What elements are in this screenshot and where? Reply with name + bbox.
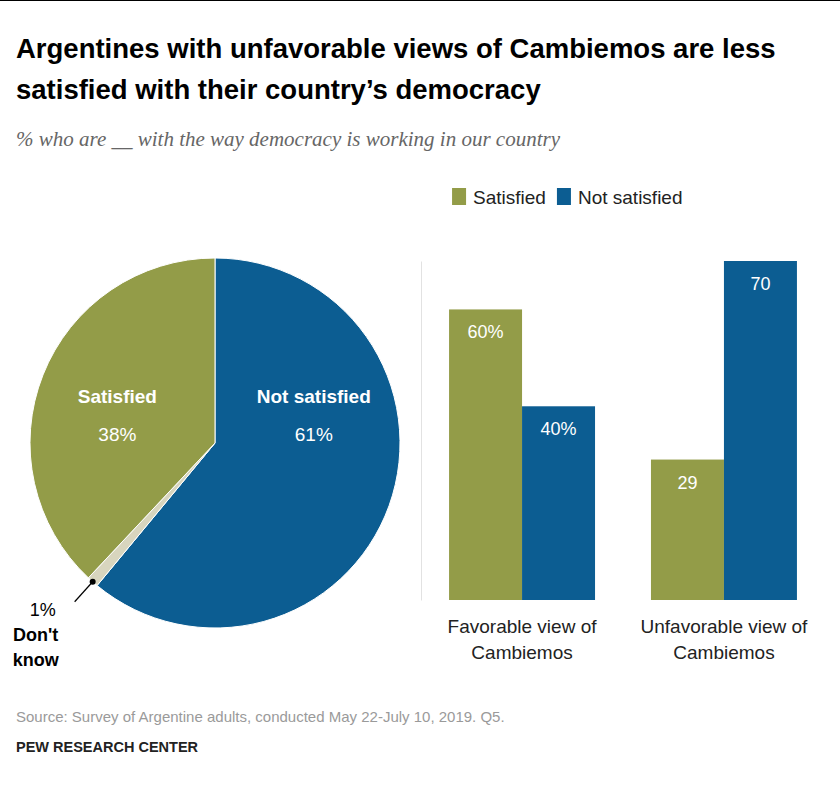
bar bbox=[724, 261, 797, 600]
data-label: 40% bbox=[541, 419, 577, 439]
bar bbox=[651, 460, 724, 600]
text-line: Cambiemos bbox=[471, 642, 572, 663]
bars bbox=[449, 261, 797, 600]
x-axis: Favorable view ofCambiemosUnfavorable vi… bbox=[448, 600, 808, 663]
slice-category-label: Satisfied bbox=[78, 386, 157, 407]
text-line: Cambiemos bbox=[673, 642, 774, 663]
chart-canvas: Argentines with unfavorable views of Cam… bbox=[0, 0, 840, 803]
top-rule bbox=[0, 0, 840, 1]
y-axis-line bbox=[421, 262, 422, 601]
slice-category-label: Don't know bbox=[13, 625, 60, 670]
data-label: 38% bbox=[98, 424, 136, 445]
pie-chart: Not satisfied 61% 1% Don't know Satisfied 38% bbox=[13, 258, 400, 670]
legend: Satisfied Not satisfied bbox=[452, 187, 682, 208]
pie-slice bbox=[30, 258, 215, 578]
data-labels: 60% 29 40% 70 bbox=[468, 274, 771, 493]
chart-subtitle: % who are __ with the way democracy is w… bbox=[16, 127, 561, 151]
text-line: Argentines with unfavorable views of Cam… bbox=[16, 33, 776, 64]
bar bbox=[522, 406, 595, 600]
data-label: 60% bbox=[468, 322, 504, 342]
x-tick: Unfavorable view of Cambiemos bbox=[641, 600, 809, 663]
y-axis bbox=[421, 262, 422, 601]
legend-entry: Not satisfied bbox=[578, 187, 683, 208]
data-label: 29 bbox=[677, 473, 697, 493]
text-line: Don't bbox=[13, 625, 58, 645]
credit: PEW RESEARCH CENTER bbox=[16, 739, 199, 755]
data-label: 70 bbox=[750, 274, 770, 294]
x-tick-label: Favorable view of Cambiemos bbox=[448, 616, 598, 663]
bar bbox=[449, 309, 522, 600]
text-line: know bbox=[13, 650, 60, 670]
data-label: 61% bbox=[295, 424, 333, 445]
text-line: Favorable view of bbox=[448, 616, 598, 637]
legend-entry: Satisfied bbox=[473, 187, 546, 208]
legend-swatch bbox=[557, 188, 571, 205]
legend-swatch bbox=[452, 188, 466, 205]
bar-chart: 60%2940%70Favorable view ofCambiemosUnfa… bbox=[422, 187, 809, 663]
text-line: Unfavorable view of bbox=[641, 616, 809, 637]
slice-category-label: Not satisfied bbox=[257, 386, 371, 407]
chart-title: Argentines with unfavorable views of Cam… bbox=[16, 33, 776, 105]
pie-labels: Not satisfied 61% 1% Don't know Satisfied 38% bbox=[13, 386, 371, 670]
source-note: Source: Survey of Argentine adults, cond… bbox=[16, 708, 505, 725]
x-tick-label: Unfavorable view of Cambiemos bbox=[641, 616, 809, 663]
text-line: satisfied with their country’s democracy bbox=[16, 74, 541, 105]
leader-line bbox=[75, 582, 93, 602]
x-tick: Favorable view of Cambiemos bbox=[448, 600, 598, 663]
data-label: 1% bbox=[30, 600, 56, 620]
leader-dot bbox=[90, 579, 96, 585]
pie-slices bbox=[30, 258, 400, 628]
